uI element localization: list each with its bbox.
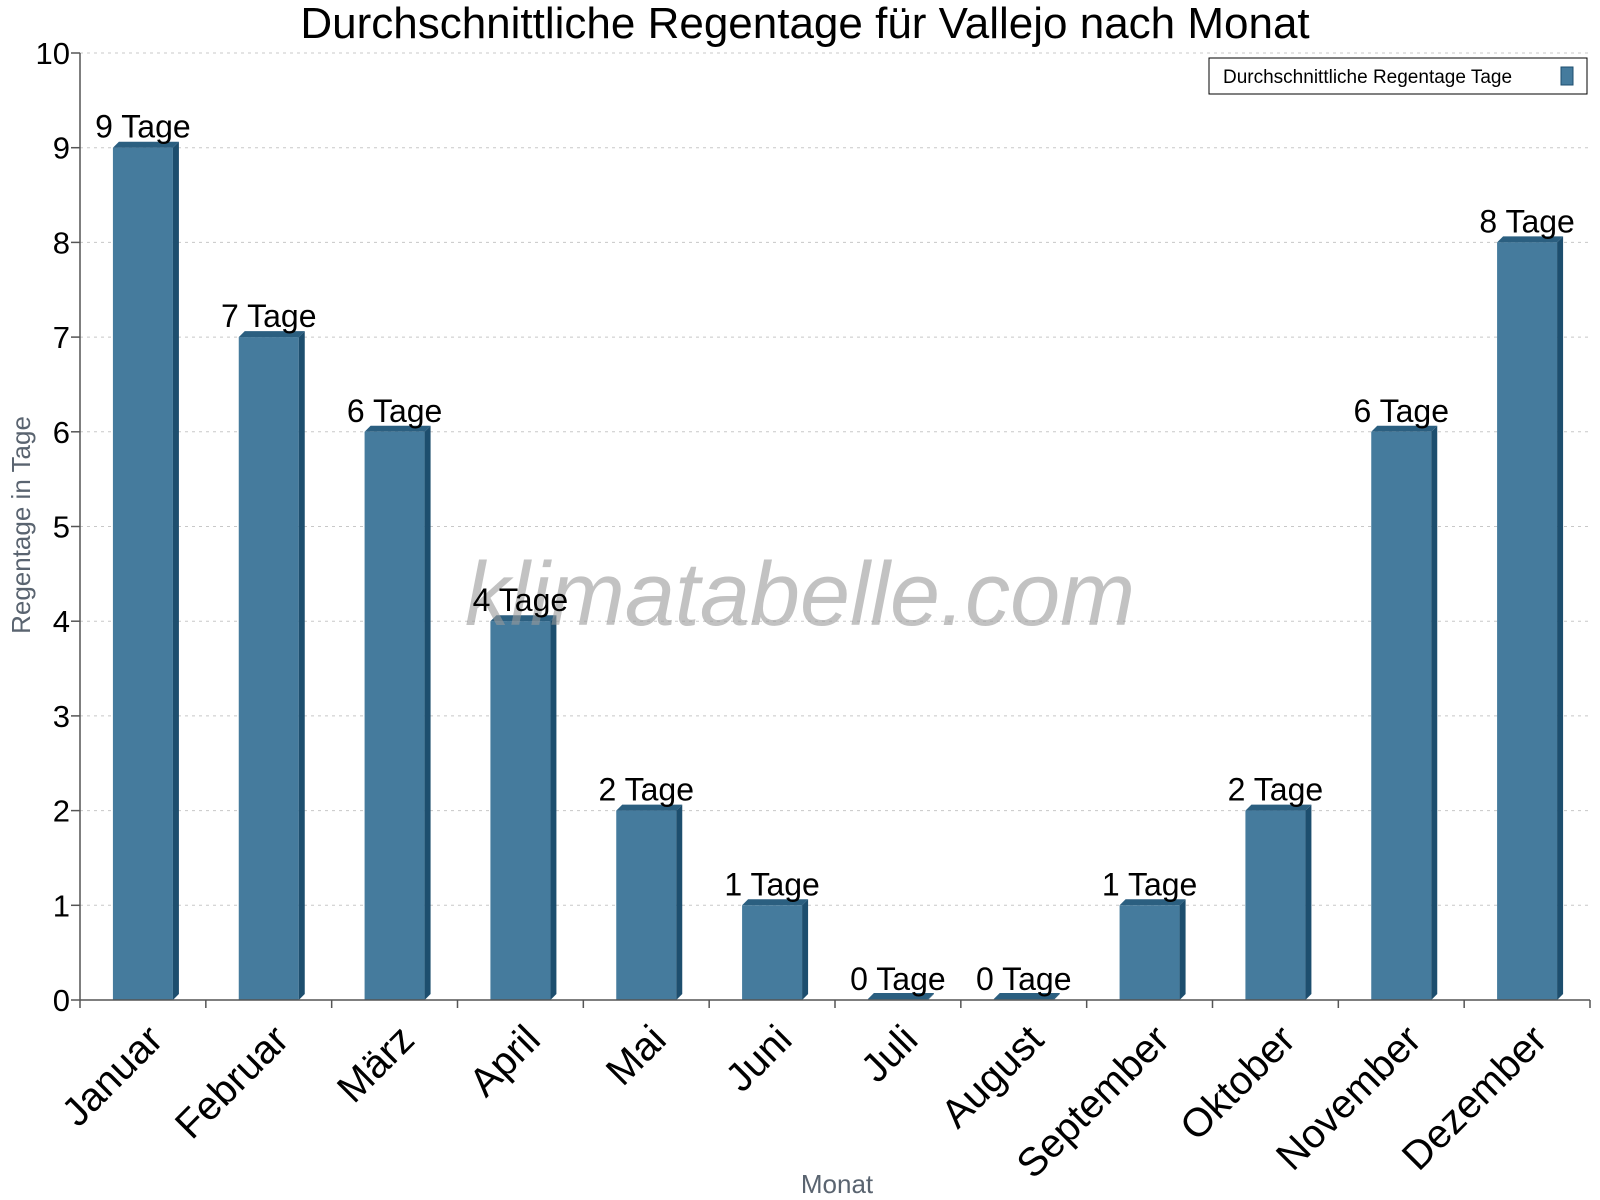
data-label: 0 Tage [850, 961, 946, 997]
data-label: 2 Tage [1228, 772, 1324, 808]
data-label: 9 Tage [95, 109, 191, 145]
axes [71, 52, 1591, 1008]
y-tick-label: 2 [53, 794, 70, 829]
bar-top [1119, 899, 1186, 906]
data-label: 4 Tage [473, 582, 569, 618]
bar-side [676, 804, 683, 1000]
legend: Durchschnittliche Regentage Tage [1208, 57, 1588, 95]
x-tick-label: Juli [853, 1017, 927, 1091]
data-label: 2 Tage [599, 772, 695, 808]
bar-side [1431, 425, 1438, 1000]
bar [1119, 899, 1186, 1000]
y-tick-label: 0 [53, 983, 70, 1018]
y-axis-label: Regentage in Tage [6, 416, 36, 634]
bar-front [490, 621, 551, 1000]
bar-side [298, 331, 305, 1001]
bar-side [1305, 804, 1312, 1000]
bar-side [550, 615, 557, 1000]
y-tick-label: 9 [53, 131, 70, 166]
x-tick-label: August [933, 1017, 1052, 1136]
x-tick-label: Mai [598, 1017, 675, 1094]
data-label: 8 Tage [1479, 203, 1575, 239]
x-tick-label: Juni [717, 1017, 800, 1100]
bar-side [802, 899, 809, 1000]
chart-title: Durchschnittliche Regentage für Vallejo … [300, 0, 1309, 48]
y-tick-label: 10 [36, 36, 70, 71]
bar [364, 425, 431, 1000]
y-tick-label: 7 [53, 320, 70, 355]
bar-side [1179, 899, 1186, 1000]
y-tick-label: 5 [53, 510, 70, 545]
bar-side [927, 993, 934, 1000]
bar-top [867, 993, 934, 999]
bar-side [172, 141, 179, 1000]
bar-top [1371, 425, 1438, 432]
legend-swatch [1560, 66, 1574, 86]
data-label: 0 Tage [976, 961, 1072, 997]
x-tick-label: März [329, 1017, 423, 1111]
bar [1497, 236, 1564, 1000]
y-tick-label: 6 [53, 415, 70, 450]
bar-top [616, 804, 683, 811]
bar-top [742, 899, 809, 906]
bar-top [364, 425, 431, 432]
bar-side [1053, 993, 1060, 1000]
bar-front [1497, 242, 1558, 1000]
bar [1371, 425, 1438, 1000]
bar-top [1497, 236, 1564, 243]
bar-front [616, 810, 677, 1000]
bar-front [238, 337, 299, 1001]
bar-top [490, 615, 557, 622]
y-tick-labels: 0 1 2 3 4 5 6 7 8 9 10 [36, 36, 70, 1018]
bar-side [1557, 236, 1564, 1000]
gridlines [80, 52, 1590, 906]
x-axis-label: Monat [801, 1169, 874, 1199]
bar-top [993, 993, 1060, 999]
bar-front [1119, 905, 1180, 1000]
bar-front [742, 905, 803, 1000]
x-tick-label: Oktober [1172, 1017, 1304, 1149]
bars [112, 141, 1564, 1001]
data-label: 1 Tage [724, 866, 820, 902]
data-label: 1 Tage [1102, 866, 1198, 902]
bar-top [112, 141, 179, 148]
data-labels: 9 Tage 7 Tage 6 Tage 4 Tage 2 Tage 1 Tage 0 Ta… [95, 109, 1575, 997]
watermark-text: klimatabelle.com [465, 545, 1135, 645]
bar-side [424, 425, 431, 1000]
x-tick-label: Januar [54, 1017, 172, 1135]
bar-front [1245, 810, 1306, 1000]
bar-top [1245, 804, 1312, 811]
x-tick-label: April [461, 1017, 549, 1105]
bar [112, 141, 179, 1000]
bar [490, 615, 557, 1000]
legend-label: Durchschnittliche Regentage Tage [1223, 67, 1512, 88]
y-tick-label: 8 [53, 225, 70, 260]
bar [238, 331, 305, 1001]
y-tick-label: 4 [53, 604, 70, 639]
bar [1245, 804, 1312, 1000]
data-label: 6 Tage [347, 393, 443, 429]
bar-top [238, 331, 305, 338]
legend-box [1208, 57, 1588, 95]
x-tick-label: Februar [167, 1017, 297, 1147]
bar-front [112, 147, 173, 1000]
bar-front [364, 431, 425, 1000]
bar-front [1371, 431, 1432, 1000]
data-label: 7 Tage [221, 298, 317, 334]
data-label: 6 Tage [1354, 393, 1450, 429]
y-tick-label: 1 [53, 888, 70, 923]
bar [742, 899, 809, 1000]
bar [616, 804, 683, 1000]
y-tick-label: 3 [53, 699, 70, 734]
